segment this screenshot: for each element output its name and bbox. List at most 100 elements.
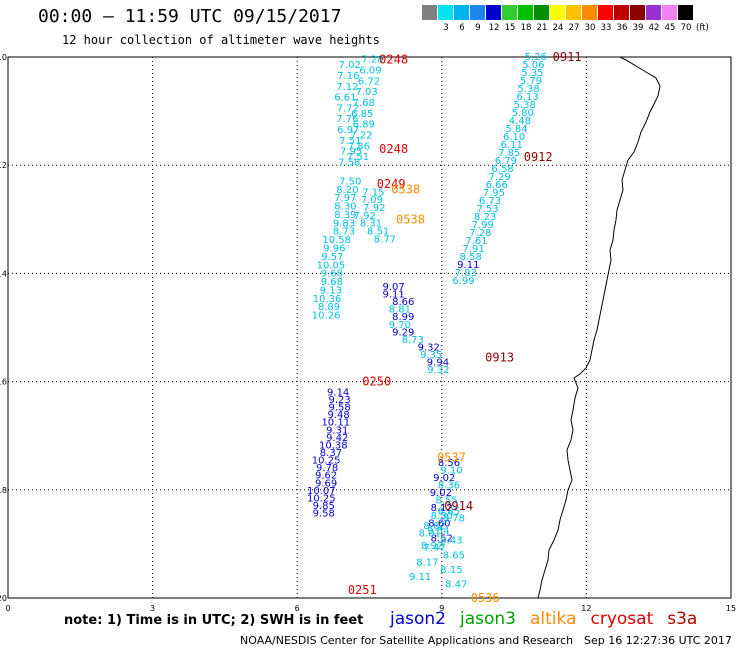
legend-s3a: s3a xyxy=(667,609,698,629)
wave-height-value: 7.51 xyxy=(339,136,361,147)
colorbar-label: 27 xyxy=(568,23,580,33)
colorbar-step: 6 xyxy=(454,5,470,33)
wave-height-value: 7.85 xyxy=(498,148,520,159)
lat-tick-label: -14 xyxy=(0,269,7,278)
wave-height-value: 7.97 xyxy=(334,193,356,204)
wave-height-value: 9.68 xyxy=(321,277,343,288)
wave-height-value: 9.35 xyxy=(420,350,442,361)
wave-height-value: 9.78 xyxy=(316,463,338,474)
wave-height-value: 8.12 xyxy=(431,503,453,514)
wave-height-value: 6.58 xyxy=(491,164,513,175)
wave-height-value: 7.22 xyxy=(350,130,372,141)
colorbar-step: 21 xyxy=(534,5,550,33)
wave-height-colorbar: 3 6 9 12 15 18 21 24 27 30 33 36 39 42 45 70 (ft) xyxy=(422,5,709,33)
track-0536: 8.858.788.628.018.437.478.65 8.178.15 9.11… xyxy=(409,506,467,590)
pass-time-label: 0537 xyxy=(437,450,466,464)
colorbar-label: 21 xyxy=(536,23,548,33)
wave-height-value: 8.36 xyxy=(438,480,460,491)
pass-time-label: 0912 xyxy=(524,150,553,164)
wave-height-value: 7.72 xyxy=(337,103,359,114)
colorbar-label: 24 xyxy=(552,23,564,33)
colorbar-label: 15 xyxy=(504,23,516,33)
track-0911: 5.265.065.355.795.386.135.385.804.485.84… xyxy=(452,52,547,287)
wave-height-value: 8.43 xyxy=(440,536,462,547)
wave-height-value: 8.81 xyxy=(389,305,411,316)
colorbar-step: 15 xyxy=(502,5,518,33)
plot-frame xyxy=(7,56,732,599)
wave-height-value: 7.58 xyxy=(338,157,360,168)
wave-height-value: 8.99 xyxy=(392,312,414,323)
wave-height-value: 9.23 xyxy=(328,395,350,406)
colorbar-label: 70 xyxy=(680,23,692,33)
wave-height-value: 9.32 xyxy=(427,365,449,376)
colorbar-label: 9 xyxy=(475,23,481,33)
axis-ticks-layer: -10 -12 -14 -16 -18 -200 3 6 9 12 15 xyxy=(0,53,736,613)
wave-height-value: 5.38 xyxy=(517,84,539,95)
wave-height-value: 8.65 xyxy=(443,550,465,561)
wave-height-value: 7.03 xyxy=(355,87,377,98)
wave-height-value: 6.85 xyxy=(351,109,373,120)
colorbar-step: 39 xyxy=(630,5,646,33)
colorbar-label: 12 xyxy=(488,23,500,33)
pass-time-label: 0911 xyxy=(553,50,582,64)
lon-tick-label: 9 xyxy=(439,604,444,613)
wave-height-value: 8.39 xyxy=(334,210,356,221)
credit-line: NOAA/NESDIS Center for Satellite Applica… xyxy=(240,634,574,647)
wave-height-value: 7.61 xyxy=(465,236,487,247)
wave-height-value: 9.07 xyxy=(382,282,404,293)
colorbar-step: 36 xyxy=(614,5,630,33)
wave-height-value: 8.17 xyxy=(416,558,438,569)
wave-height-value: 7.12 xyxy=(336,82,358,93)
wave-height-value: 8.58 xyxy=(460,252,482,263)
wave-height-value: 8.77 xyxy=(374,234,396,245)
wave-height-value: 9.70 xyxy=(389,320,411,331)
wave-height-value: 9.54 xyxy=(427,526,449,537)
lat-tick-label: -20 xyxy=(0,594,7,603)
coastline xyxy=(537,56,661,599)
colorbar-label: 36 xyxy=(616,23,628,33)
colorbar-swatch xyxy=(502,5,518,20)
wave-height-value: 7.28 xyxy=(469,228,491,239)
colorbar-step: 3 xyxy=(438,5,454,33)
wave-height-value: 6.10 xyxy=(503,132,525,143)
legend-altika: altika xyxy=(530,609,577,629)
wave-height-value: 9.68 xyxy=(321,269,343,280)
pass-time-labels-layer: 0248024802490538053802500537025105360911… xyxy=(348,50,582,605)
wave-height-value: 5.80 xyxy=(512,108,534,119)
legend-jason2: jason2 xyxy=(390,609,446,629)
wave-height-value: 6.97 xyxy=(337,125,359,136)
wave-height-value: 7.02 xyxy=(339,60,361,71)
wave-height-value: 10.25 xyxy=(312,456,341,467)
wave-height-value: 10.38 xyxy=(319,440,348,451)
wave-height-value: 7.15 xyxy=(362,187,384,198)
wave-height-value: 8.52 xyxy=(431,533,453,544)
wave-height-value: 10.07 xyxy=(307,486,336,497)
pass-time-label: 0914 xyxy=(444,499,473,513)
track-0249-right: 7.157.097.927.928.318.518.77 xyxy=(354,187,397,245)
wave-height-value: 8.56 xyxy=(438,458,460,469)
lat-tick-label: -18 xyxy=(0,486,7,495)
wave-height-value: 10.26 xyxy=(312,311,341,322)
wave-height-value: 9.11 xyxy=(457,260,479,271)
wave-height-value: 7.76 xyxy=(336,114,358,125)
wave-height-value: 7.51 xyxy=(347,152,369,163)
wave-height-value: 8.15 xyxy=(440,565,462,576)
map-title: 00:00 – 11:59 UTC 09/15/2017 xyxy=(38,6,342,27)
colorbar-label: 45 xyxy=(664,23,676,33)
wave-height-value: 9.42 xyxy=(326,433,348,444)
pass-time-label: 0248 xyxy=(379,142,408,156)
track-0250: 9.079.118.668.818.999.709.298.739.329.35… xyxy=(382,282,449,376)
lat-tick-label: -12 xyxy=(0,161,7,170)
wave-height-value: 8.73 xyxy=(402,335,424,346)
grid-layer xyxy=(7,56,732,599)
pass-time-label: 0913 xyxy=(485,350,514,364)
wave-height-value: 8.78 xyxy=(443,514,465,525)
colorbar-label: 33 xyxy=(600,23,612,33)
colorbar-label: 18 xyxy=(520,23,532,33)
colorbar-swatch xyxy=(582,5,598,20)
pass-time-label: 0251 xyxy=(348,583,377,597)
wave-height-value: 8.60 xyxy=(428,518,450,529)
wave-height-value: 8.51 xyxy=(367,226,389,237)
colorbar-step: 24 xyxy=(550,5,566,33)
colorbar-unit: (ft) xyxy=(696,23,709,33)
